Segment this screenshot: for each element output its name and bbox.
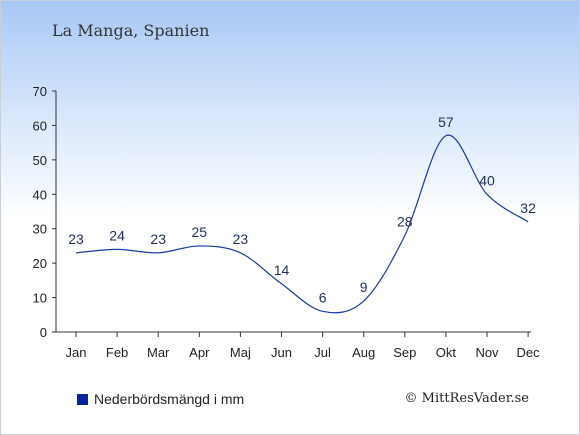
data-label: 40 bbox=[479, 172, 495, 188]
data-label: 23 bbox=[68, 231, 84, 247]
y-tick-label: 70 bbox=[33, 84, 47, 99]
x-tick-label: Jan bbox=[66, 345, 87, 360]
y-tick-label: 60 bbox=[33, 118, 47, 133]
data-label: 23 bbox=[150, 231, 166, 247]
x-tick-label: Dec bbox=[517, 345, 541, 360]
y-tick-label: 0 bbox=[40, 325, 47, 340]
y-tick-label: 10 bbox=[33, 291, 47, 306]
x-tick-label: Nov bbox=[475, 345, 499, 360]
data-label: 57 bbox=[438, 114, 454, 130]
x-tick-label: Jun bbox=[271, 345, 292, 360]
x-tick-label: Apr bbox=[189, 345, 210, 360]
y-tick-label: 50 bbox=[33, 153, 47, 168]
legend: Nederbördsmängd i mm bbox=[77, 391, 244, 407]
x-tick-label: Mar bbox=[147, 345, 170, 360]
series-line-precipitation bbox=[75, 134, 529, 314]
credit-text: © MittResVader.se bbox=[404, 391, 529, 406]
chart-title: La Manga, Spanien bbox=[52, 21, 210, 40]
data-label: 25 bbox=[192, 224, 208, 240]
data-label: 14 bbox=[274, 262, 290, 278]
x-tick-label: Aug bbox=[352, 345, 375, 360]
data-label: 23 bbox=[233, 231, 249, 247]
data-label: 6 bbox=[319, 289, 327, 305]
x-tick-label: Maj bbox=[230, 345, 251, 360]
data-label: 24 bbox=[109, 227, 125, 243]
y-tick-label: 30 bbox=[33, 222, 47, 237]
y-tick-label: 20 bbox=[33, 256, 47, 271]
data-label: 28 bbox=[397, 214, 413, 230]
x-tick-label: Sep bbox=[393, 345, 416, 360]
legend-label: Nederbördsmängd i mm bbox=[94, 391, 245, 407]
y-tick-label: 40 bbox=[33, 187, 47, 202]
data-label: 9 bbox=[360, 279, 368, 295]
x-tick-label: Jul bbox=[314, 345, 331, 360]
legend-swatch bbox=[77, 393, 88, 405]
x-tick-label: Feb bbox=[106, 345, 128, 360]
x-tick-label: Okt bbox=[436, 345, 457, 360]
data-label: 32 bbox=[520, 200, 536, 216]
